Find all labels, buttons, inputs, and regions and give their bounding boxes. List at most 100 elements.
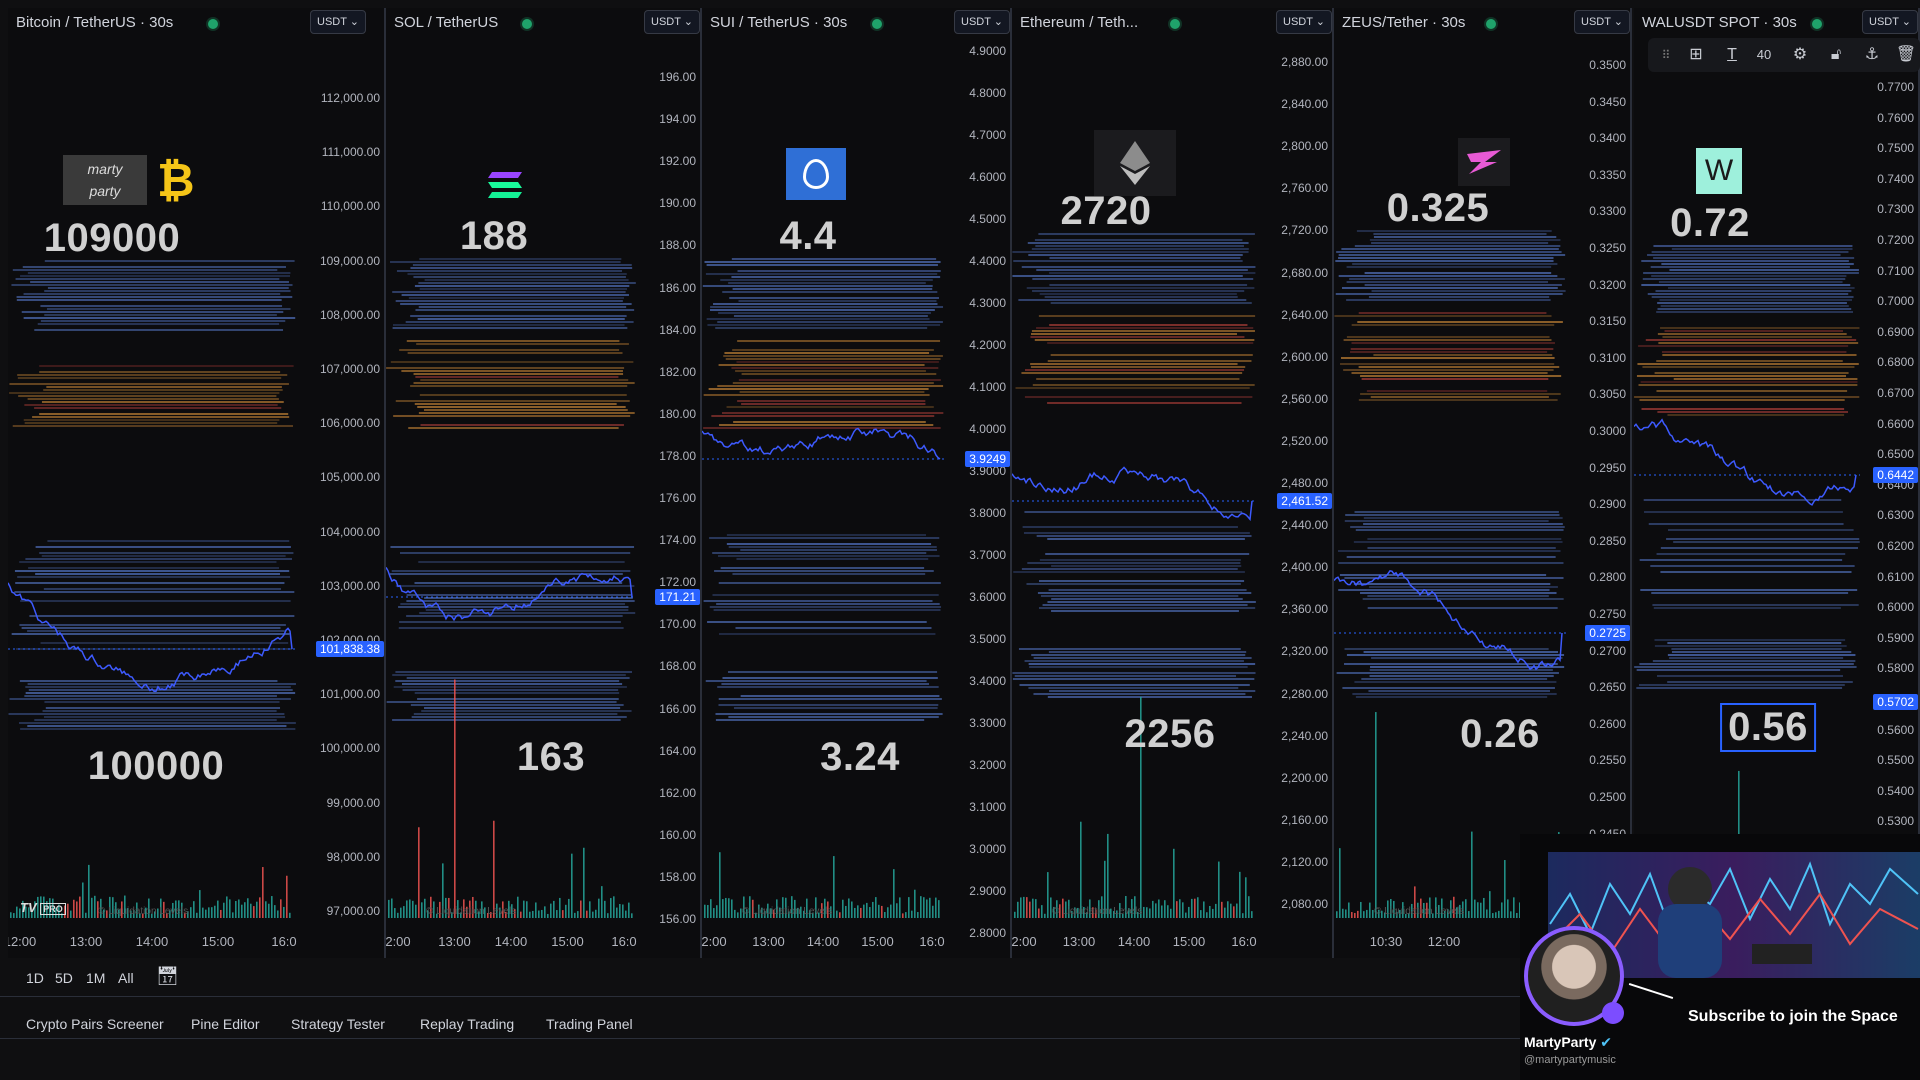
price-tick-label: 99,000.00: [326, 795, 380, 810]
price-tick-label: 0.2850: [1589, 533, 1626, 548]
volume-bar: [88, 864, 90, 918]
quote-currency-select[interactable]: USDT ⌄: [1574, 10, 1630, 34]
price-chart[interactable]: [1012, 8, 1256, 926]
range-button[interactable]: 1D: [26, 970, 44, 986]
price-axis[interactable]: 2,880.00 2,840.00 2,800.00 2,760.00 2,720.00…: [1256, 8, 1332, 958]
chart-panel[interactable]: W 0.72 0.56 WALUSDT SPOT · 30s USDT ⌄ 0.7700 0…: [1634, 8, 1920, 958]
volume-bar: [845, 905, 847, 918]
volume-bar: [76, 901, 78, 918]
time-axis[interactable]: 10:30 12:00: [1334, 926, 1566, 958]
price-tick-label: 0.3300: [1589, 204, 1626, 219]
quote-currency-select[interactable]: USDT ⌄: [1862, 10, 1918, 34]
price-chart[interactable]: [1334, 8, 1566, 926]
drag-handle-icon[interactable]: ⠿: [1661, 48, 1671, 62]
bottom-tab[interactable]: Strategy Tester: [291, 1016, 385, 1032]
time-axis[interactable]: 2:00 13:00 14:00 15:00 16:0: [386, 926, 637, 958]
price-axis[interactable]: 196.00 194.00 192.00 190.00 188.00 186.00 184.…: [636, 8, 700, 958]
lock-icon[interactable]: 🔓︎: [1830, 46, 1842, 63]
bottom-tab[interactable]: Pine Editor: [191, 1016, 260, 1032]
volume-bar: [622, 904, 624, 918]
volume-bar: [1477, 902, 1479, 918]
time-tick-label: 2:00: [1012, 934, 1037, 949]
volume-bar: [1507, 899, 1509, 918]
volume-bar: [154, 911, 156, 918]
subscribe-cta[interactable]: Subscribe to join the Space: [1688, 1008, 1898, 1025]
volume-bar: [1396, 911, 1398, 918]
price-tick-label: 0.3500: [1589, 58, 1626, 72]
chart-panel[interactable]: 2720 2256 Ethereum / Teth... USDT ⌄ 2,880.00…: [1012, 8, 1334, 958]
volume-bar: [112, 897, 114, 918]
price-chart[interactable]: [386, 8, 636, 926]
volume-bar: [1495, 912, 1497, 918]
walrus-logo: W: [1696, 148, 1742, 194]
volume-bar: [713, 908, 715, 918]
quote-currency-select[interactable]: USDT ⌄: [954, 10, 1010, 34]
price-tick-label: 4.8000: [969, 86, 1006, 100]
quote-currency-select[interactable]: USDT ⌄: [310, 10, 367, 34]
price-axis[interactable]: 0.3500 0.3450 0.3400 0.3350 0.3300 0.3250 0.32…: [1566, 8, 1630, 958]
chart-panel[interactable]: 4.4 3.24 SUI / TetherUS · 30s USDT ⌄ 4.9000 4…: [702, 8, 1012, 958]
time-axis[interactable]: 2:00 13:00 14:00 15:00 16:0: [1012, 926, 1257, 958]
range-button[interactable]: All: [118, 970, 134, 986]
price-axis[interactable]: 0.7700 0.7600 0.7500 0.7400 0.7300 0.7200 0.71…: [1860, 8, 1918, 958]
volume-bar: [574, 912, 576, 918]
price-tick-label: 2,800.00: [1281, 139, 1328, 154]
price-tick-label: 0.6500: [1877, 447, 1914, 462]
trash-icon[interactable]: 🗑︎: [1895, 46, 1917, 63]
symbol-title[interactable]: WALUSDT SPOT · 30s: [1642, 14, 1797, 31]
anchor-icon[interactable]: ⚓︎: [1864, 46, 1880, 63]
range-button[interactable]: 5D: [55, 970, 73, 986]
symbol-title[interactable]: Ethereum / Teth...: [1020, 14, 1139, 31]
volume-bar: [1080, 821, 1082, 918]
price-chart[interactable]: [702, 8, 944, 926]
bottom-tab[interactable]: Crypto Pairs Screener: [26, 1016, 164, 1032]
font-size-value[interactable]: 40: [1756, 47, 1772, 62]
price-chart[interactable]: [1634, 8, 1860, 926]
chart-panel[interactable]: marty party ₿ 109000 100000 Bitcoin / TetherU…: [8, 8, 386, 958]
volume-bar: [115, 902, 117, 918]
volume-bar: [34, 901, 36, 918]
quote-currency-select[interactable]: USDT ⌄: [1276, 10, 1332, 34]
volume-bar: [728, 898, 730, 918]
price-tick-label: 0.5500: [1877, 753, 1914, 768]
time-axis[interactable]: 2:00 13:00 14:00 15:00 16:0: [702, 926, 945, 958]
time-tick-label: 2:00: [386, 934, 411, 949]
price-tick-label: 0.2700: [1589, 643, 1626, 658]
volume-bar: [226, 896, 228, 918]
volume-bar: [1468, 911, 1470, 918]
price-tick-label: 2,840.00: [1281, 97, 1328, 112]
text-tool-icon[interactable]: T: [1727, 46, 1737, 63]
quote-currency-select[interactable]: USDT ⌄: [644, 10, 700, 34]
symbol-title[interactable]: SOL / TetherUS: [394, 14, 499, 31]
divider: [0, 1038, 1520, 1039]
sui-logo: [786, 148, 846, 200]
chart-panel[interactable]: 188 163 SOL / TetherUS USDT ⌄ 196.00 194.00 19…: [386, 8, 702, 958]
symbol-title[interactable]: SUI / TetherUS · 30s: [710, 14, 848, 31]
zeus-logo: [1458, 138, 1510, 186]
price-line: [1012, 466, 1253, 522]
volume-bar: [1203, 901, 1205, 918]
object-tree-icon[interactable]: ⊞: [1689, 46, 1703, 63]
chart-panel[interactable]: 0.325 0.26 ZEUS/Tether · 30s USDT ⌄ 0.3500 0.…: [1334, 8, 1632, 958]
settings-icon[interactable]: ⚙: [1792, 46, 1808, 63]
bottom-tab[interactable]: Trading Panel: [546, 1016, 633, 1032]
volume-bar: [1465, 899, 1467, 918]
price-tick-label: 158.00: [659, 869, 696, 884]
price-axis[interactable]: 112,000.00 111,000.00 110,000.00 109,000.00…: [296, 8, 384, 958]
calendar-icon[interactable]: 📅︎: [156, 966, 179, 986]
volume-bar: [1128, 908, 1130, 918]
bottom-tab[interactable]: Replay Trading: [420, 1016, 515, 1032]
volume-bar: [1369, 902, 1371, 918]
volume-bar: [1471, 831, 1473, 918]
symbol-title[interactable]: ZEUS/Tether · 30s: [1342, 14, 1466, 31]
price-chart[interactable]: [8, 8, 296, 926]
volume-bar: [1336, 911, 1338, 918]
range-button[interactable]: 1M: [86, 970, 106, 986]
price-axis[interactable]: 4.9000 4.8000 4.7000 4.6000 4.5000 4.4000 4.30…: [944, 8, 1010, 958]
solana-logo: [488, 168, 524, 203]
price-tick-label: 196.00: [659, 70, 696, 84]
time-axis[interactable]: 12:00 13:00 14:00 15:00 16:0: [8, 926, 297, 958]
symbol-title[interactable]: Bitcoin / TetherUS · 30s: [16, 14, 174, 31]
volume-bar: [731, 899, 733, 918]
price-tick-label: 2,360.00: [1281, 602, 1328, 617]
